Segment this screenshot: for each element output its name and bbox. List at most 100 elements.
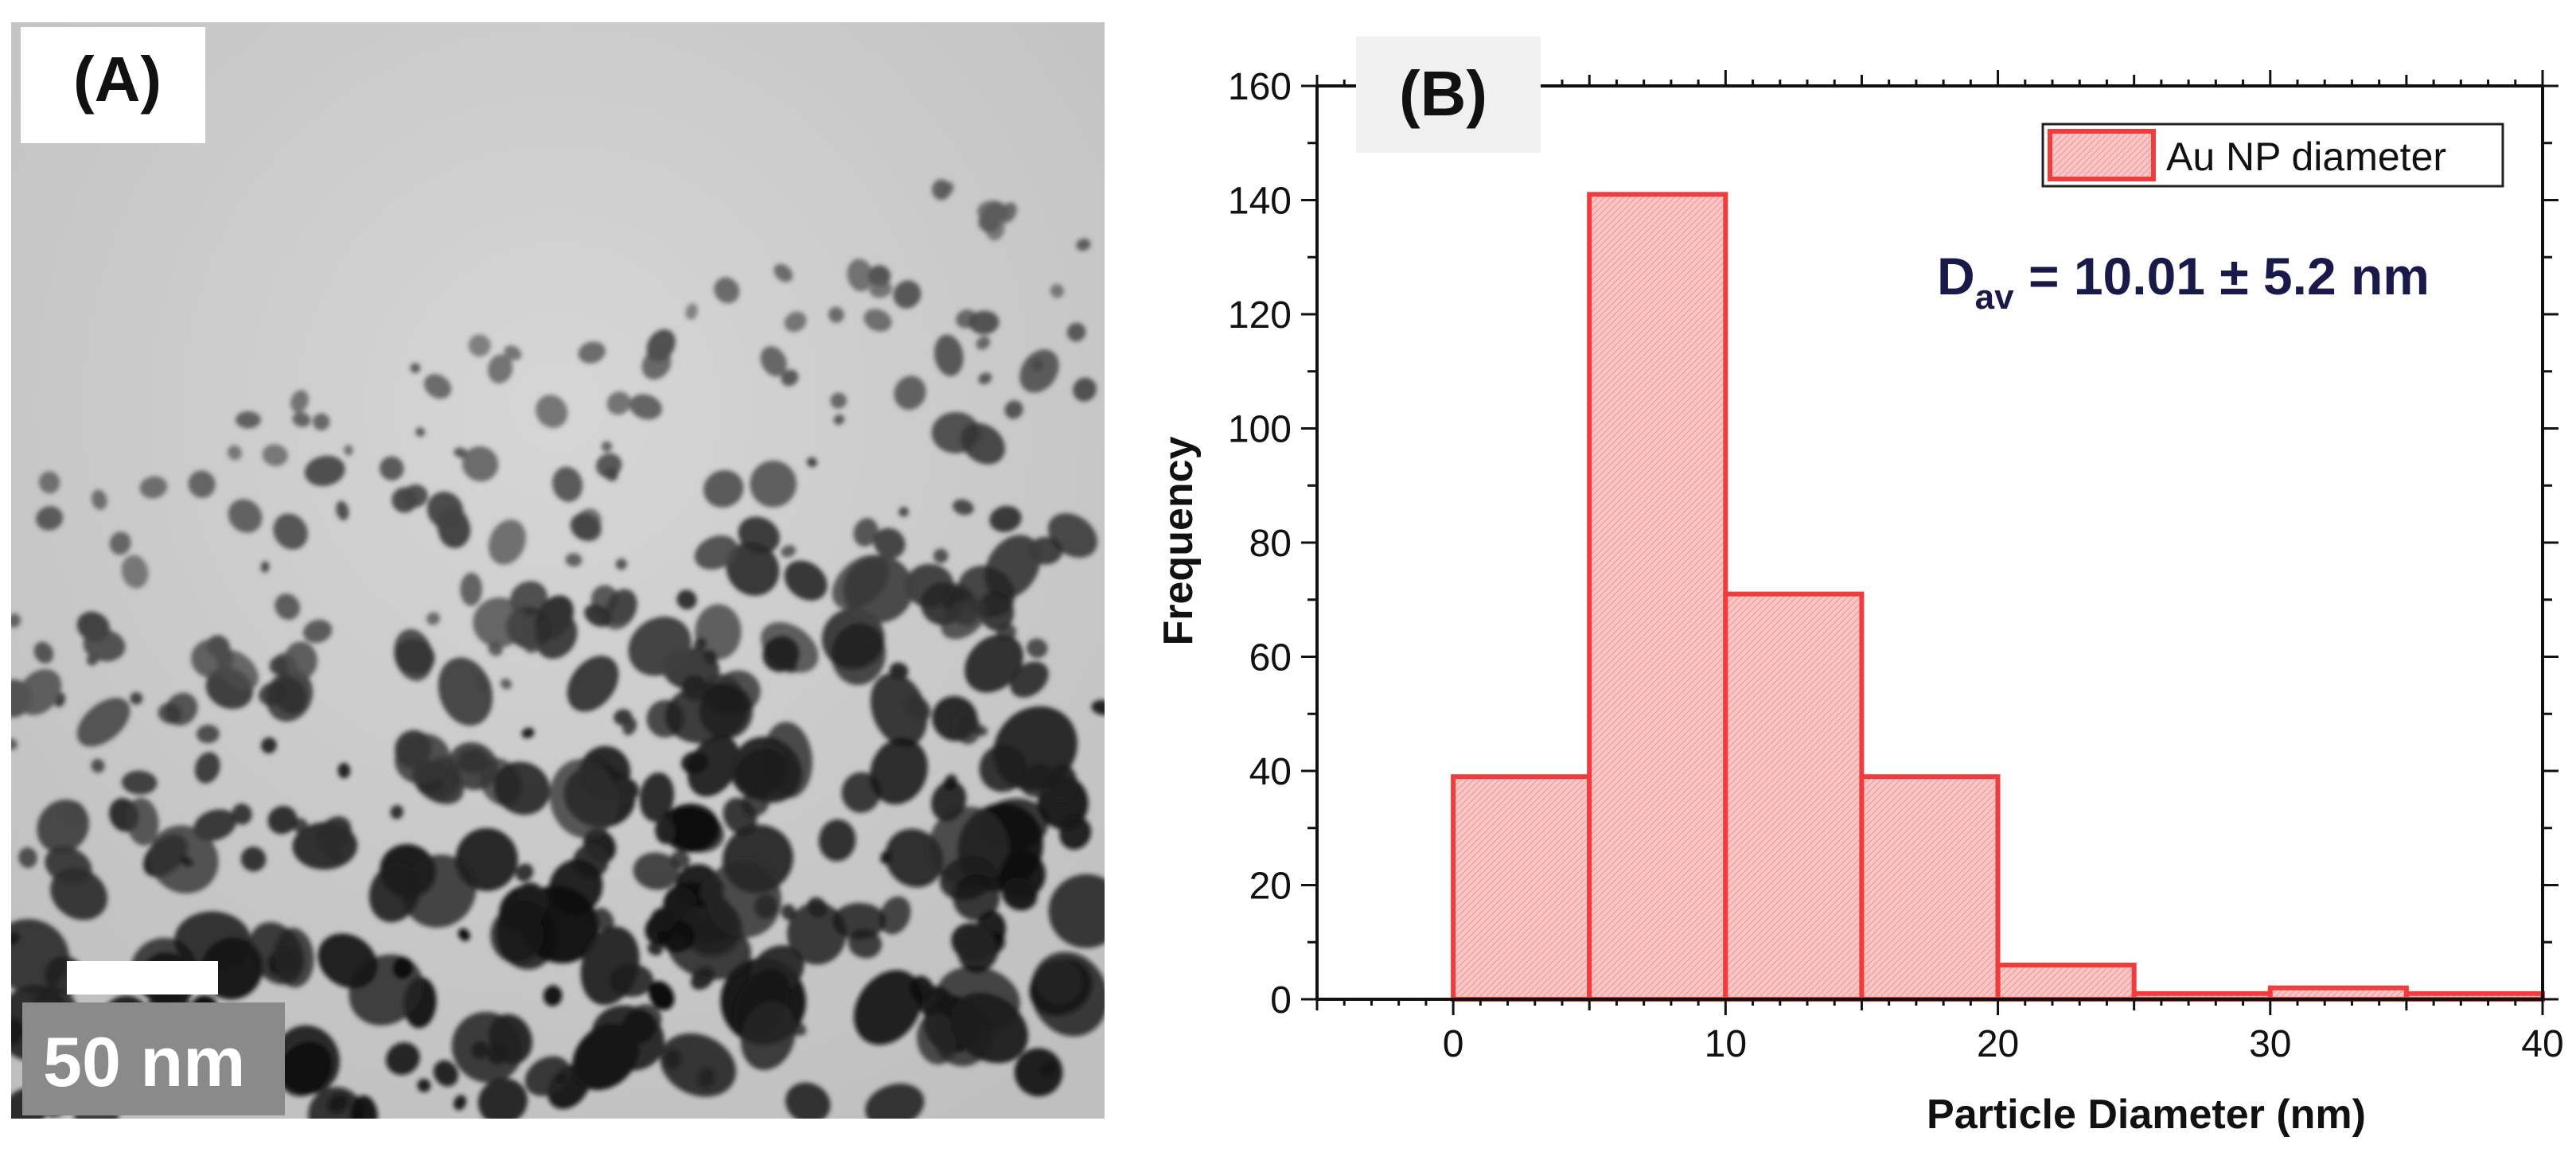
nanoparticle xyxy=(188,470,216,498)
nanoparticle xyxy=(477,1078,528,1125)
nanoparticle xyxy=(232,803,252,825)
nanoparticle xyxy=(695,604,742,660)
nanoparticle xyxy=(781,904,796,921)
nanoparticle xyxy=(392,956,413,979)
nanoparticle xyxy=(385,1042,420,1076)
nanoparticle xyxy=(453,1095,467,1111)
nanoparticle xyxy=(302,619,333,644)
nanoparticle xyxy=(487,354,513,383)
nanoparticle xyxy=(615,559,627,570)
nanoparticle xyxy=(488,520,526,565)
nanoparticle xyxy=(260,561,270,573)
nanoparticle xyxy=(454,447,468,458)
nanoparticle xyxy=(390,804,403,819)
nanoparticle xyxy=(609,963,654,998)
nanoparticle xyxy=(240,847,267,872)
nanoparticle xyxy=(401,854,477,928)
x-tick-label: 30 xyxy=(2249,1023,2291,1065)
scale-bar-label: 50 nm xyxy=(43,1022,246,1101)
nanoparticle xyxy=(807,897,828,918)
nanoparticle xyxy=(515,863,534,882)
nanoparticle xyxy=(593,908,614,932)
nanoparticle xyxy=(260,737,277,753)
nanoparticle xyxy=(1066,322,1086,342)
nanoparticle xyxy=(628,617,692,676)
nanoparticle xyxy=(740,1000,796,1070)
nanoparticle xyxy=(551,466,583,502)
nanoparticle xyxy=(278,1041,333,1096)
histogram-bars xyxy=(1451,192,2546,1002)
nanoparticle xyxy=(0,919,70,994)
nanoparticle xyxy=(468,334,491,357)
nanoparticle xyxy=(521,727,535,738)
nanoparticle xyxy=(933,334,964,376)
y-axis-ticks: 0 20 40 60 80 100 120 140 160 xyxy=(1228,66,2558,1022)
panel-a-label: (A) xyxy=(73,44,162,115)
nanoparticle xyxy=(394,639,435,675)
nanoparticle xyxy=(879,896,911,935)
nanoparticle xyxy=(433,1060,458,1087)
nanoparticle xyxy=(979,744,1027,792)
nanoparticle xyxy=(392,487,418,513)
nanoparticle xyxy=(496,900,557,970)
nanoparticle xyxy=(458,928,470,941)
panel-b-label-box: (B) xyxy=(1356,37,1541,153)
nanoparticle xyxy=(524,1056,571,1096)
nanoparticle xyxy=(379,456,404,481)
nanoparticle xyxy=(687,735,740,797)
nanoparticle xyxy=(818,819,856,862)
nanoparticle xyxy=(904,695,931,722)
nanoparticle xyxy=(655,817,675,844)
nanoparticle xyxy=(473,597,526,648)
nanoparticle xyxy=(601,441,613,453)
nanoparticle xyxy=(828,306,844,323)
nanoparticle xyxy=(869,280,893,298)
nanoparticle xyxy=(7,613,21,628)
nanoparticle xyxy=(578,341,606,364)
nanoparticle xyxy=(126,797,159,846)
chart-legend: Au NP diameter xyxy=(2041,123,2504,188)
nanoparticle xyxy=(109,531,131,555)
histogram-bar xyxy=(2267,985,2409,1002)
nanoparticle xyxy=(784,560,828,601)
tem-micrograph xyxy=(0,22,1124,1143)
nanoparticle xyxy=(660,1033,736,1097)
nanoparticle xyxy=(760,346,787,377)
nanoparticle xyxy=(1050,283,1064,298)
nanoparticle xyxy=(865,1084,925,1128)
nanoparticle xyxy=(893,280,922,309)
nanoparticle xyxy=(207,635,231,658)
nanoparticle xyxy=(336,500,349,521)
nanoparticle xyxy=(500,678,512,690)
nanoparticle xyxy=(694,535,739,570)
nanoparticle xyxy=(312,413,330,430)
nanoparticle xyxy=(269,656,288,675)
nanoparticle xyxy=(410,363,421,373)
nanoparticle xyxy=(650,907,677,932)
nanoparticle xyxy=(978,372,992,385)
legend-swatch xyxy=(2048,129,2156,181)
panel-b-label: (B) xyxy=(1399,58,1488,129)
nanoparticle xyxy=(676,590,697,610)
x-tick-label: 20 xyxy=(1977,1023,2019,1065)
nanoparticle xyxy=(832,555,890,610)
nanoparticle xyxy=(273,513,308,550)
x-axis-label: Particle Diameter (nm) xyxy=(1927,1092,2366,1138)
nanoparticle xyxy=(750,460,797,508)
nanoparticle xyxy=(781,545,797,558)
nanoparticle xyxy=(714,277,740,304)
nanoparticle xyxy=(228,499,263,533)
nanoparticle xyxy=(1047,512,1097,559)
nanoparticle xyxy=(706,859,781,938)
nanoparticle xyxy=(833,414,845,426)
y-tick-label: 100 xyxy=(1228,409,1292,451)
y-tick-label: 80 xyxy=(1249,523,1292,565)
nanoparticle xyxy=(290,390,309,413)
nanoparticle xyxy=(853,518,879,547)
nanoparticle xyxy=(1073,377,1097,402)
histogram-chart: 0 10 20 30 40 0 20 40 60 80 100 120 140 160 Particle… xyxy=(1155,66,2564,1138)
nanoparticle xyxy=(121,555,149,589)
nanoparticle xyxy=(259,682,286,706)
x-axis-ticks: 0 10 20 30 40 xyxy=(1315,70,2564,1065)
nanoparticle xyxy=(193,809,236,841)
